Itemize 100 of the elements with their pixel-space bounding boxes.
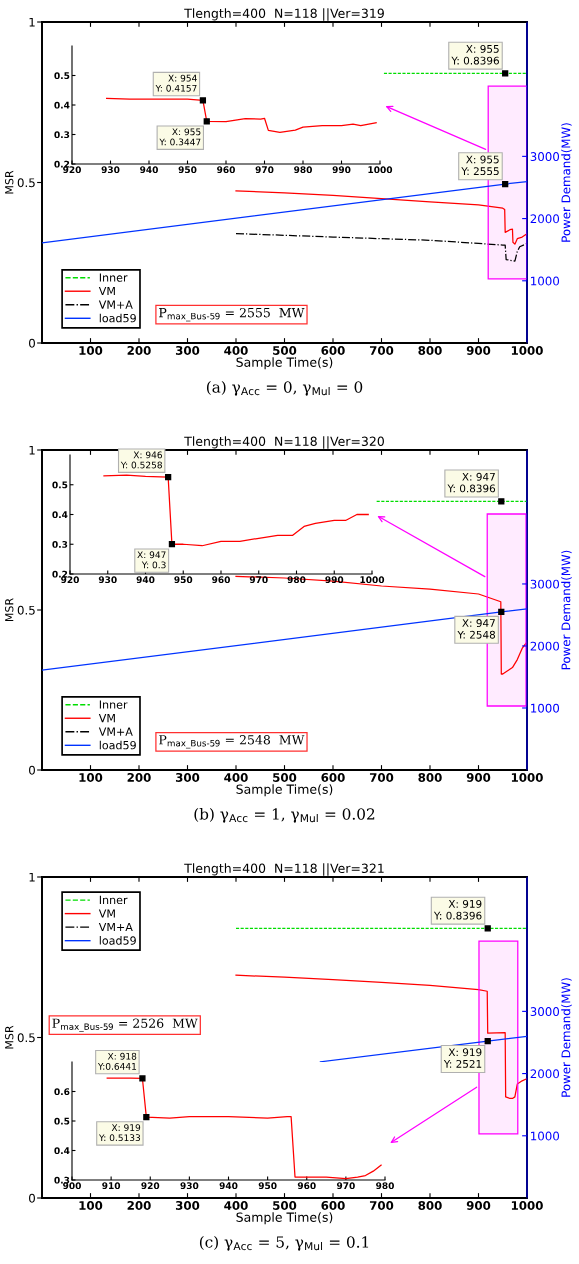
y2-axis-title: Power Demand(MW) bbox=[561, 123, 572, 242]
x-tick-label: 700 bbox=[369, 1200, 394, 1210]
x-tick-label: 700 bbox=[369, 345, 394, 355]
y2-axis-title: Power Demand(MW) bbox=[561, 550, 572, 670]
x-axis-title: Sample Time(s) bbox=[236, 1212, 333, 1225]
y-tick-label: 0 bbox=[29, 338, 35, 348]
x-tick-label: 900 bbox=[466, 772, 491, 782]
y-tick-label: 0.3 bbox=[52, 540, 68, 548]
x-tick-label: 300 bbox=[175, 772, 200, 782]
y-axis-title: MSR bbox=[5, 1025, 14, 1049]
x-tick-label: 1000 bbox=[368, 166, 393, 174]
y2-tick-label: 2000 bbox=[530, 214, 560, 224]
x-tick-label: 400 bbox=[224, 772, 248, 782]
x-tick-label: 970 bbox=[336, 1182, 355, 1190]
x-tick-label: 800 bbox=[418, 345, 442, 355]
legend-label: load59 bbox=[99, 313, 136, 323]
data-label: X: 919 Y: 2521 bbox=[443, 1048, 482, 1068]
x-tick-label: 800 bbox=[418, 772, 442, 782]
data-label: X: 946 Y: 0.5258 bbox=[120, 451, 163, 469]
x-tick-label: 200 bbox=[127, 772, 151, 782]
x-tick-label: 300 bbox=[175, 345, 200, 355]
data-label: X: 947 Y: 2548 bbox=[457, 619, 496, 639]
x-tick-label: 920 bbox=[61, 576, 79, 584]
x-tick-label: 100 bbox=[79, 1200, 103, 1210]
data-label: X: 955 Y: 2555 bbox=[461, 155, 499, 176]
legend-label: load59 bbox=[99, 936, 136, 945]
x-tick-label: 980 bbox=[294, 166, 312, 174]
y2-tick-label: 2000 bbox=[530, 1069, 560, 1079]
legend-label: VM bbox=[98, 909, 115, 918]
x-tick-label: 100 bbox=[79, 345, 103, 355]
legend-label: Inner bbox=[99, 895, 128, 905]
x-tick-label: 600 bbox=[321, 345, 345, 355]
y-tick-label: 1 bbox=[29, 17, 35, 27]
legend-label: VM bbox=[98, 714, 115, 723]
x-tick-label: 900 bbox=[466, 345, 491, 355]
x-tick-label: 940 bbox=[219, 1182, 238, 1190]
x-tick-label: 980 bbox=[376, 1182, 394, 1190]
text: (c) γ$_{Acc}$ = 5, γ$_{Mul}$ = 0.1 bbox=[199, 1235, 369, 1251]
x-tick-label: 300 bbox=[175, 1200, 200, 1210]
x-tick-label: 400 bbox=[224, 345, 248, 355]
x-tick-label: 970 bbox=[255, 166, 274, 174]
x-tick-label: 800 bbox=[418, 1200, 442, 1210]
x-tick-label: 910 bbox=[102, 1182, 121, 1190]
y-tick-label: 0.5 bbox=[17, 178, 35, 188]
x-tick-label: 950 bbox=[258, 1182, 277, 1190]
y2-tick-label: 2000 bbox=[530, 641, 560, 651]
legend-label: VM bbox=[98, 287, 115, 296]
x-tick-label: 960 bbox=[217, 166, 235, 174]
x-tick-label: 940 bbox=[136, 576, 155, 584]
legend-label: VM+A bbox=[98, 300, 133, 309]
y-tick-label: 0.5 bbox=[54, 72, 70, 80]
legend-label: Inner bbox=[99, 273, 128, 282]
y-tick-label: 0.6 bbox=[54, 1088, 70, 1096]
x-axis-title: Sample Time(s) bbox=[236, 784, 333, 797]
x-axis-title: Sample Time(s) bbox=[236, 357, 333, 370]
y-tick-label: 0 bbox=[29, 1193, 35, 1203]
x-tick-label: 600 bbox=[321, 772, 345, 782]
x-tick-label: 500 bbox=[273, 772, 297, 782]
x-tick-label: 400 bbox=[224, 1200, 248, 1210]
x-tick-label: 970 bbox=[249, 576, 268, 584]
data-label: X: 955 Y: 0.3447 bbox=[159, 128, 201, 146]
y2-tick-label: 1000 bbox=[531, 1131, 560, 1141]
y-tick-label: 0.4 bbox=[52, 511, 68, 519]
y2-tick-label: 1000 bbox=[531, 276, 560, 286]
y-tick-label: 0.3 bbox=[54, 1176, 70, 1184]
line-series bbox=[235, 575, 527, 675]
text: (b) γ$_{Acc}$ = 1, γ$_{Mul}$ = 0.02 bbox=[194, 807, 375, 823]
y-tick-label: 0.5 bbox=[54, 1117, 70, 1125]
x-tick-label: 500 bbox=[273, 345, 297, 355]
chart-title: Tlength=400 N=118 ||Ver=319 bbox=[184, 8, 384, 21]
y-tick-label: 0.5 bbox=[17, 605, 35, 615]
line-series bbox=[235, 190, 527, 245]
data-label: X: 918 Y:0.6441 bbox=[97, 1052, 137, 1070]
x-tick-label: 1000 bbox=[360, 576, 385, 584]
x-tick-label: 1000 bbox=[511, 1200, 543, 1210]
x-tick-label: 500 bbox=[273, 1200, 297, 1210]
chart-title: Tlength=400 N=118 ||Ver=320 bbox=[184, 436, 384, 449]
y2-tick-label: 3000 bbox=[530, 579, 560, 589]
y-tick-label: 1 bbox=[29, 445, 35, 455]
y-tick-label: 1 bbox=[29, 872, 35, 882]
y-tick-label: 0.4 bbox=[54, 1147, 70, 1155]
x-tick-label: 700 bbox=[369, 772, 394, 782]
x-tick-label: 200 bbox=[127, 345, 151, 355]
data-label: X: 955 Y: 0.8396 bbox=[451, 44, 499, 65]
x-tick-label: 200 bbox=[127, 1200, 151, 1210]
y-axis-title: MSR bbox=[5, 598, 14, 622]
x-tick-label: 900 bbox=[63, 1182, 81, 1190]
line-series bbox=[235, 974, 527, 1100]
y-tick-label: 0.2 bbox=[52, 570, 68, 578]
data-label: X: 919 Y: 0.5133 bbox=[98, 1124, 141, 1142]
annotation: P$_{max_Bus-59}$ = 2548 MW bbox=[159, 735, 305, 749]
x-tick-label: 940 bbox=[140, 166, 158, 174]
text: (a) γ$_{Acc}$ = 0, γ$_{Mul}$ = 0 bbox=[206, 380, 363, 396]
line-series bbox=[103, 473, 369, 548]
annotation: P$_{max_Bus-59}$ = 2526 MW bbox=[52, 1018, 198, 1032]
x-tick-label: 950 bbox=[174, 576, 193, 584]
y2-axis-title: Power Demand(MW) bbox=[561, 978, 572, 1097]
x-tick-label: 930 bbox=[98, 576, 117, 584]
x-tick-label: 950 bbox=[178, 166, 197, 174]
x-tick-label: 900 bbox=[466, 1200, 491, 1210]
